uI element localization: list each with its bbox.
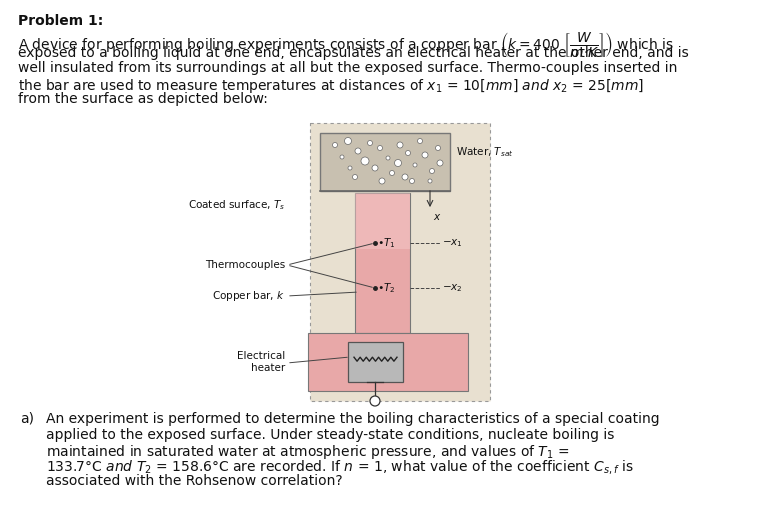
Text: Electrical
heater: Electrical heater [236,351,285,373]
Text: associated with the Rohsenow correlation?: associated with the Rohsenow correlation… [46,474,343,488]
Text: Water, $T_{sat}$: Water, $T_{sat}$ [456,145,514,159]
Text: A device for performing boiling experiments consists of a copper bar $\left(k = : A device for performing boiling experime… [18,30,674,59]
Circle shape [367,140,373,146]
Bar [310,123,490,401]
Circle shape [402,174,408,180]
Text: $x$: $x$ [433,212,441,222]
Text: the bar are used to measure temperatures at distances of $x_1$ = 10$[mm]$ $and$ : the bar are used to measure temperatures… [18,76,644,95]
Text: $- x_2$: $- x_2$ [442,282,463,294]
Bar [355,193,410,249]
Circle shape [413,163,417,167]
Circle shape [390,171,394,176]
Circle shape [394,159,401,166]
Circle shape [406,151,410,156]
Circle shape [344,137,351,145]
Circle shape [437,160,443,166]
Circle shape [372,165,378,171]
Text: Coated surface, $T_s$: Coated surface, $T_s$ [188,198,285,212]
Circle shape [410,179,414,184]
Text: well insulated from its surroundings at all but the exposed surface. Thermo-coup: well insulated from its surroundings at … [18,61,678,75]
Text: Thermocouples: Thermocouples [205,260,285,270]
Circle shape [417,138,423,144]
Circle shape [377,146,383,151]
Circle shape [355,148,361,154]
Text: Copper bar, $k$: Copper bar, $k$ [213,289,285,303]
Text: $\bullet T_2$: $\bullet T_2$ [377,281,396,295]
Bar [355,193,410,333]
Text: exposed to a boiling liquid at one end, encapsulates an electrical heater at the: exposed to a boiling liquid at one end, … [18,45,688,60]
Circle shape [422,152,428,158]
Bar [348,342,403,382]
Text: applied to the exposed surface. Under steady-state conditions, nucleate boiling : applied to the exposed surface. Under st… [46,428,614,441]
Text: $- x_1$: $- x_1$ [442,237,463,249]
Circle shape [348,166,352,170]
Circle shape [379,178,385,184]
Text: 133.7°C $and$ $T_2$ = 158.6°C are recorded. If $n$ = 1, what value of the coeffi: 133.7°C $and$ $T_2$ = 158.6°C are record… [46,459,634,476]
Text: Problem 1:: Problem 1: [18,14,103,28]
Circle shape [361,157,369,165]
Circle shape [436,146,440,151]
Text: An experiment is performed to determine the boiling characteristics of a special: An experiment is performed to determine … [46,412,660,426]
Circle shape [397,142,403,148]
Circle shape [430,168,434,174]
Text: a): a) [20,412,34,426]
Text: from the surface as depicted below:: from the surface as depicted below: [18,92,268,106]
Circle shape [333,143,337,148]
Bar [308,333,468,391]
Circle shape [370,396,380,406]
Circle shape [340,155,344,159]
Circle shape [428,179,432,183]
Text: maintained in saturated water at atmospheric pressure, and values of $T_1$ =: maintained in saturated water at atmosph… [46,443,570,461]
Text: $\bullet T_1$: $\bullet T_1$ [377,236,396,250]
Circle shape [386,156,390,160]
Bar [320,133,450,191]
Circle shape [353,175,357,180]
